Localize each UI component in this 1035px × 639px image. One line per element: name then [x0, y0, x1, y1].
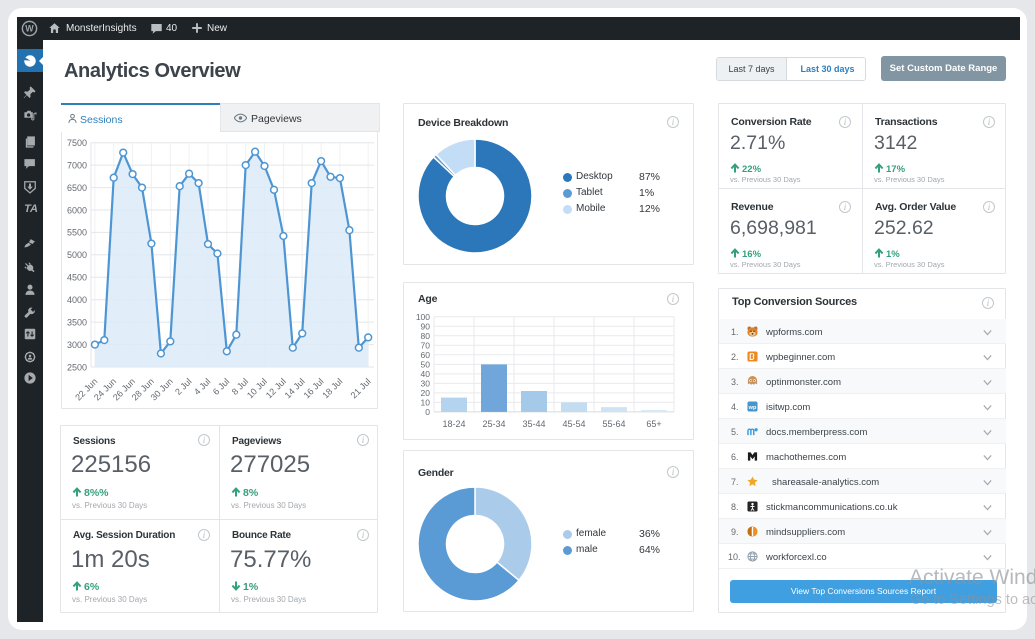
svg-text:50: 50 [421, 359, 431, 369]
svg-text:80: 80 [421, 331, 431, 341]
svg-text:65+: 65+ [646, 419, 661, 429]
svg-text:2 Jul: 2 Jul [173, 376, 194, 397]
svg-text:2500: 2500 [67, 362, 87, 372]
svg-text:6 Jul: 6 Jul [211, 376, 232, 397]
svg-text:18 Jul: 18 Jul [320, 376, 344, 400]
svg-text:60: 60 [421, 350, 431, 360]
svg-text:100: 100 [416, 312, 430, 322]
svg-text:20: 20 [421, 388, 431, 398]
svg-text:14 Jul: 14 Jul [283, 376, 307, 400]
svg-text:0: 0 [425, 407, 430, 417]
svg-text:4 Jul: 4 Jul [192, 376, 213, 397]
svg-text:5000: 5000 [67, 250, 87, 260]
svg-text:6000: 6000 [67, 205, 87, 215]
svg-text:W: W [25, 24, 34, 34]
svg-text:45-54: 45-54 [562, 419, 585, 429]
svg-text:12 Jul: 12 Jul [264, 376, 288, 400]
svg-text:10: 10 [421, 397, 431, 407]
svg-text:4000: 4000 [67, 295, 87, 305]
svg-text:40: 40 [421, 369, 431, 379]
svg-text:90: 90 [421, 321, 431, 331]
svg-text:55-64: 55-64 [602, 419, 625, 429]
svg-text:21 Jul: 21 Jul [349, 376, 373, 400]
svg-text:3500: 3500 [67, 317, 87, 327]
svg-text:25-34: 25-34 [482, 419, 505, 429]
svg-text:4500: 4500 [67, 273, 87, 283]
svg-text:30: 30 [421, 378, 431, 388]
svg-text:16 Jul: 16 Jul [302, 376, 326, 400]
svg-text:7500: 7500 [67, 138, 87, 148]
svg-text:5500: 5500 [67, 228, 87, 238]
svg-text:18-24: 18-24 [442, 419, 465, 429]
svg-text:35-44: 35-44 [522, 419, 545, 429]
svg-text:6500: 6500 [67, 183, 87, 193]
svg-text:3000: 3000 [67, 340, 87, 350]
svg-text:10 Jul: 10 Jul [245, 376, 269, 400]
svg-text:7000: 7000 [67, 160, 87, 170]
svg-text:wp: wp [748, 405, 757, 411]
svg-text:70: 70 [421, 340, 431, 350]
